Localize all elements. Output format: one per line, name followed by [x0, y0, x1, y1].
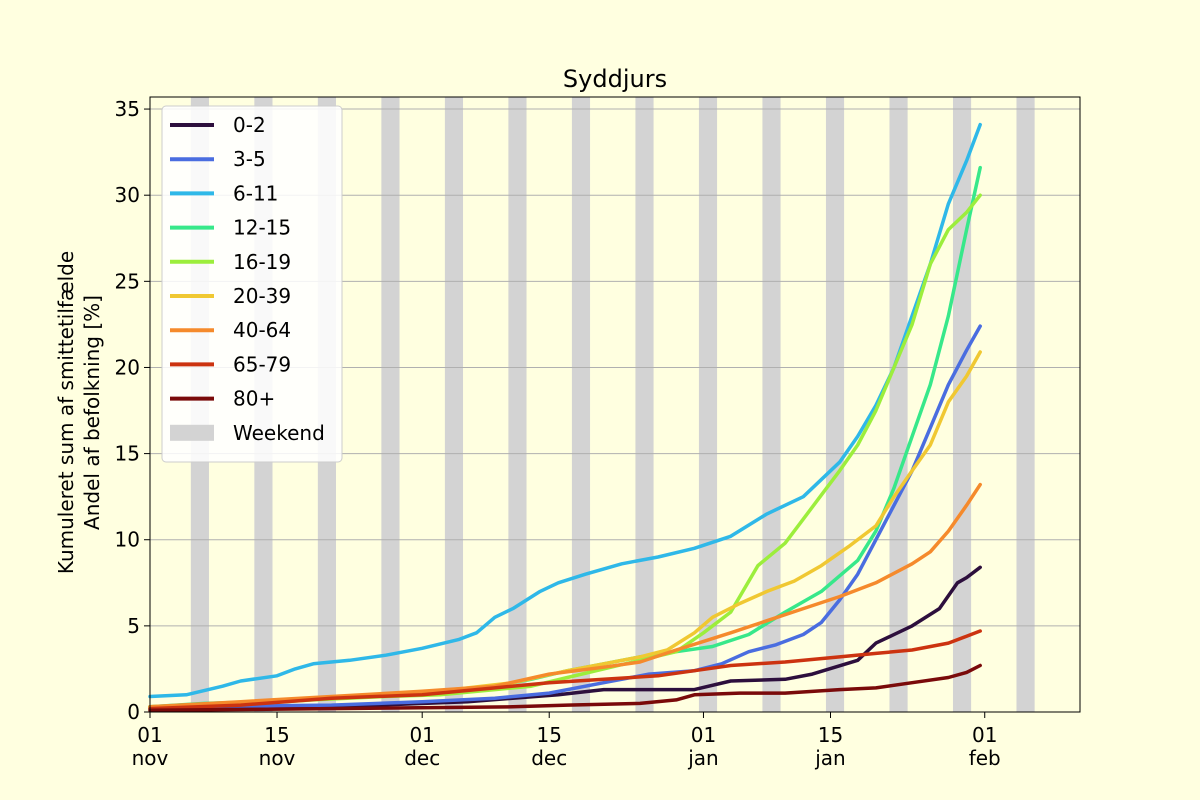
weekend-band — [381, 97, 400, 712]
series-line-0-2 — [148, 565, 982, 711]
x-tick-label-month: dec — [531, 746, 567, 770]
x-tick-label-month: nov — [132, 746, 169, 770]
y-axis-label: Kumuleret sum af smittetilfælde Andel af… — [54, 251, 104, 574]
series-line-80+ — [148, 663, 982, 713]
x-tick-label: 01 — [409, 723, 434, 747]
weekend-band — [635, 97, 654, 712]
weekend-bands — [190, 97, 1035, 712]
y-tick-label: 20 — [115, 355, 140, 379]
x-tick-label: 01 — [972, 723, 997, 747]
legend-label: 3-5 — [233, 147, 266, 171]
weekend-band — [825, 97, 845, 712]
y-axis-label-line-1: Kumuleret sum af smittetilfælde — [54, 251, 78, 574]
legend-label: 80+ — [233, 387, 275, 411]
weekend-band — [1016, 97, 1035, 712]
legend-swatch-weekend — [170, 424, 214, 441]
y-tick-label: 15 — [115, 442, 140, 466]
legend-label: 40-64 — [233, 318, 291, 342]
x-tick-label: 15 — [264, 723, 289, 747]
legend: 0-2 3-5 6-11 12-15 16-19 20-39 40-64 65-79 80+ We… — [161, 105, 343, 463]
x-tick-label-month: jan — [814, 746, 846, 770]
legend-label: 16-19 — [233, 250, 291, 274]
series-line-40-64 — [148, 482, 982, 709]
y-tick-label: 0 — [127, 700, 140, 724]
legend-label: 0-2 — [233, 113, 266, 137]
legend-label: 12-15 — [233, 216, 291, 240]
x-tick-label-month: nov — [259, 746, 296, 770]
series-line-3-5 — [148, 324, 982, 709]
x-tick-label-month: dec — [404, 746, 440, 770]
x-tick-label-month: feb — [969, 746, 1001, 770]
y-axis-label-line-2: Andel af befolkning [%] — [80, 295, 104, 530]
x-tick-label-month: jan — [687, 746, 719, 770]
plot-frame — [149, 96, 1081, 713]
y-tick-label: 35 — [115, 97, 140, 121]
x-tick-label: 15 — [536, 723, 561, 747]
legend-label: 6-11 — [233, 181, 278, 205]
y-tick-label: 10 — [115, 528, 140, 552]
x-tick-label: 01 — [691, 723, 716, 747]
legend-label: Weekend — [233, 421, 325, 445]
y-axis: 0 5 10 15 20 25 30 35 — [115, 97, 150, 724]
weekend-band — [444, 97, 464, 712]
chart-title: Syddjurs — [563, 65, 667, 93]
legend-label: 65-79 — [233, 352, 291, 376]
series-line-65-79 — [148, 629, 982, 711]
y-tick-label: 5 — [127, 614, 140, 638]
y-tick-label: 30 — [115, 183, 140, 207]
x-tick-label: 01 — [137, 723, 162, 747]
weekend-band — [698, 97, 718, 712]
weekend-band — [952, 97, 972, 712]
x-tick-label: 15 — [818, 723, 843, 747]
weekend-band — [571, 97, 591, 712]
weekend-band — [508, 97, 527, 712]
y-tick-label: 25 — [115, 269, 140, 293]
series-lines — [148, 122, 982, 713]
weekend-band — [889, 97, 908, 712]
legend-label: 20-39 — [233, 284, 291, 308]
